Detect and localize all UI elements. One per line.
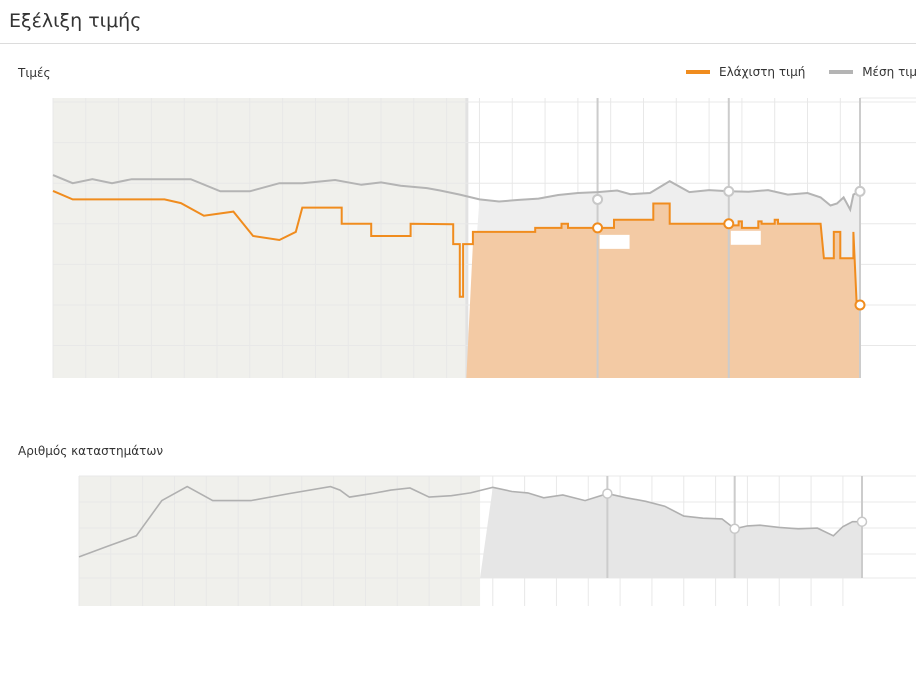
page-title: Εξέλιξη τιμής — [9, 10, 142, 32]
annotation-label-bg — [730, 230, 761, 245]
avg-price-marker — [723, 185, 735, 197]
title-divider — [0, 43, 916, 44]
legend-label-min-price: Ελάχιστη τιμή — [719, 65, 806, 79]
min-price-marker — [854, 299, 866, 311]
price-chart-title: Τιμές — [18, 66, 51, 80]
legend-item-avg-price[interactable]: Μέση τιμή — [829, 65, 916, 79]
legend-swatch-avg-price — [829, 69, 854, 74]
annotation-label-bg — [599, 234, 630, 249]
avg-price-marker — [592, 193, 604, 205]
stores-chart-title: Αριθμός καταστημάτων — [18, 444, 164, 458]
stores-marker — [602, 488, 613, 499]
min-price-marker — [592, 222, 604, 234]
avg-price-line — [52, 174, 861, 213]
annotation-label-bg — [862, 312, 892, 326]
stores-chart[interactable] — [0, 466, 916, 636]
history-band — [79, 476, 481, 606]
price-chart[interactable] — [0, 96, 916, 396]
avg-price-marker — [854, 185, 866, 197]
legend-label-avg-price: Μέση τιμή — [862, 65, 916, 79]
legend-item-min-price[interactable]: Ελάχιστη τιμή — [686, 65, 805, 79]
legend-swatch-min-price — [686, 69, 710, 74]
history-band-edge — [465, 98, 469, 378]
stores-area — [480, 487, 862, 578]
min-price-area — [466, 203, 860, 378]
stores-line — [78, 485, 862, 558]
stores-marker — [729, 523, 740, 535]
price-chart-legend: Ελάχιστη τιμή Μέση τιμή — [686, 65, 916, 81]
min-price-line — [52, 189, 860, 306]
min-price-marker — [723, 218, 735, 230]
stores-marker — [856, 516, 868, 527]
